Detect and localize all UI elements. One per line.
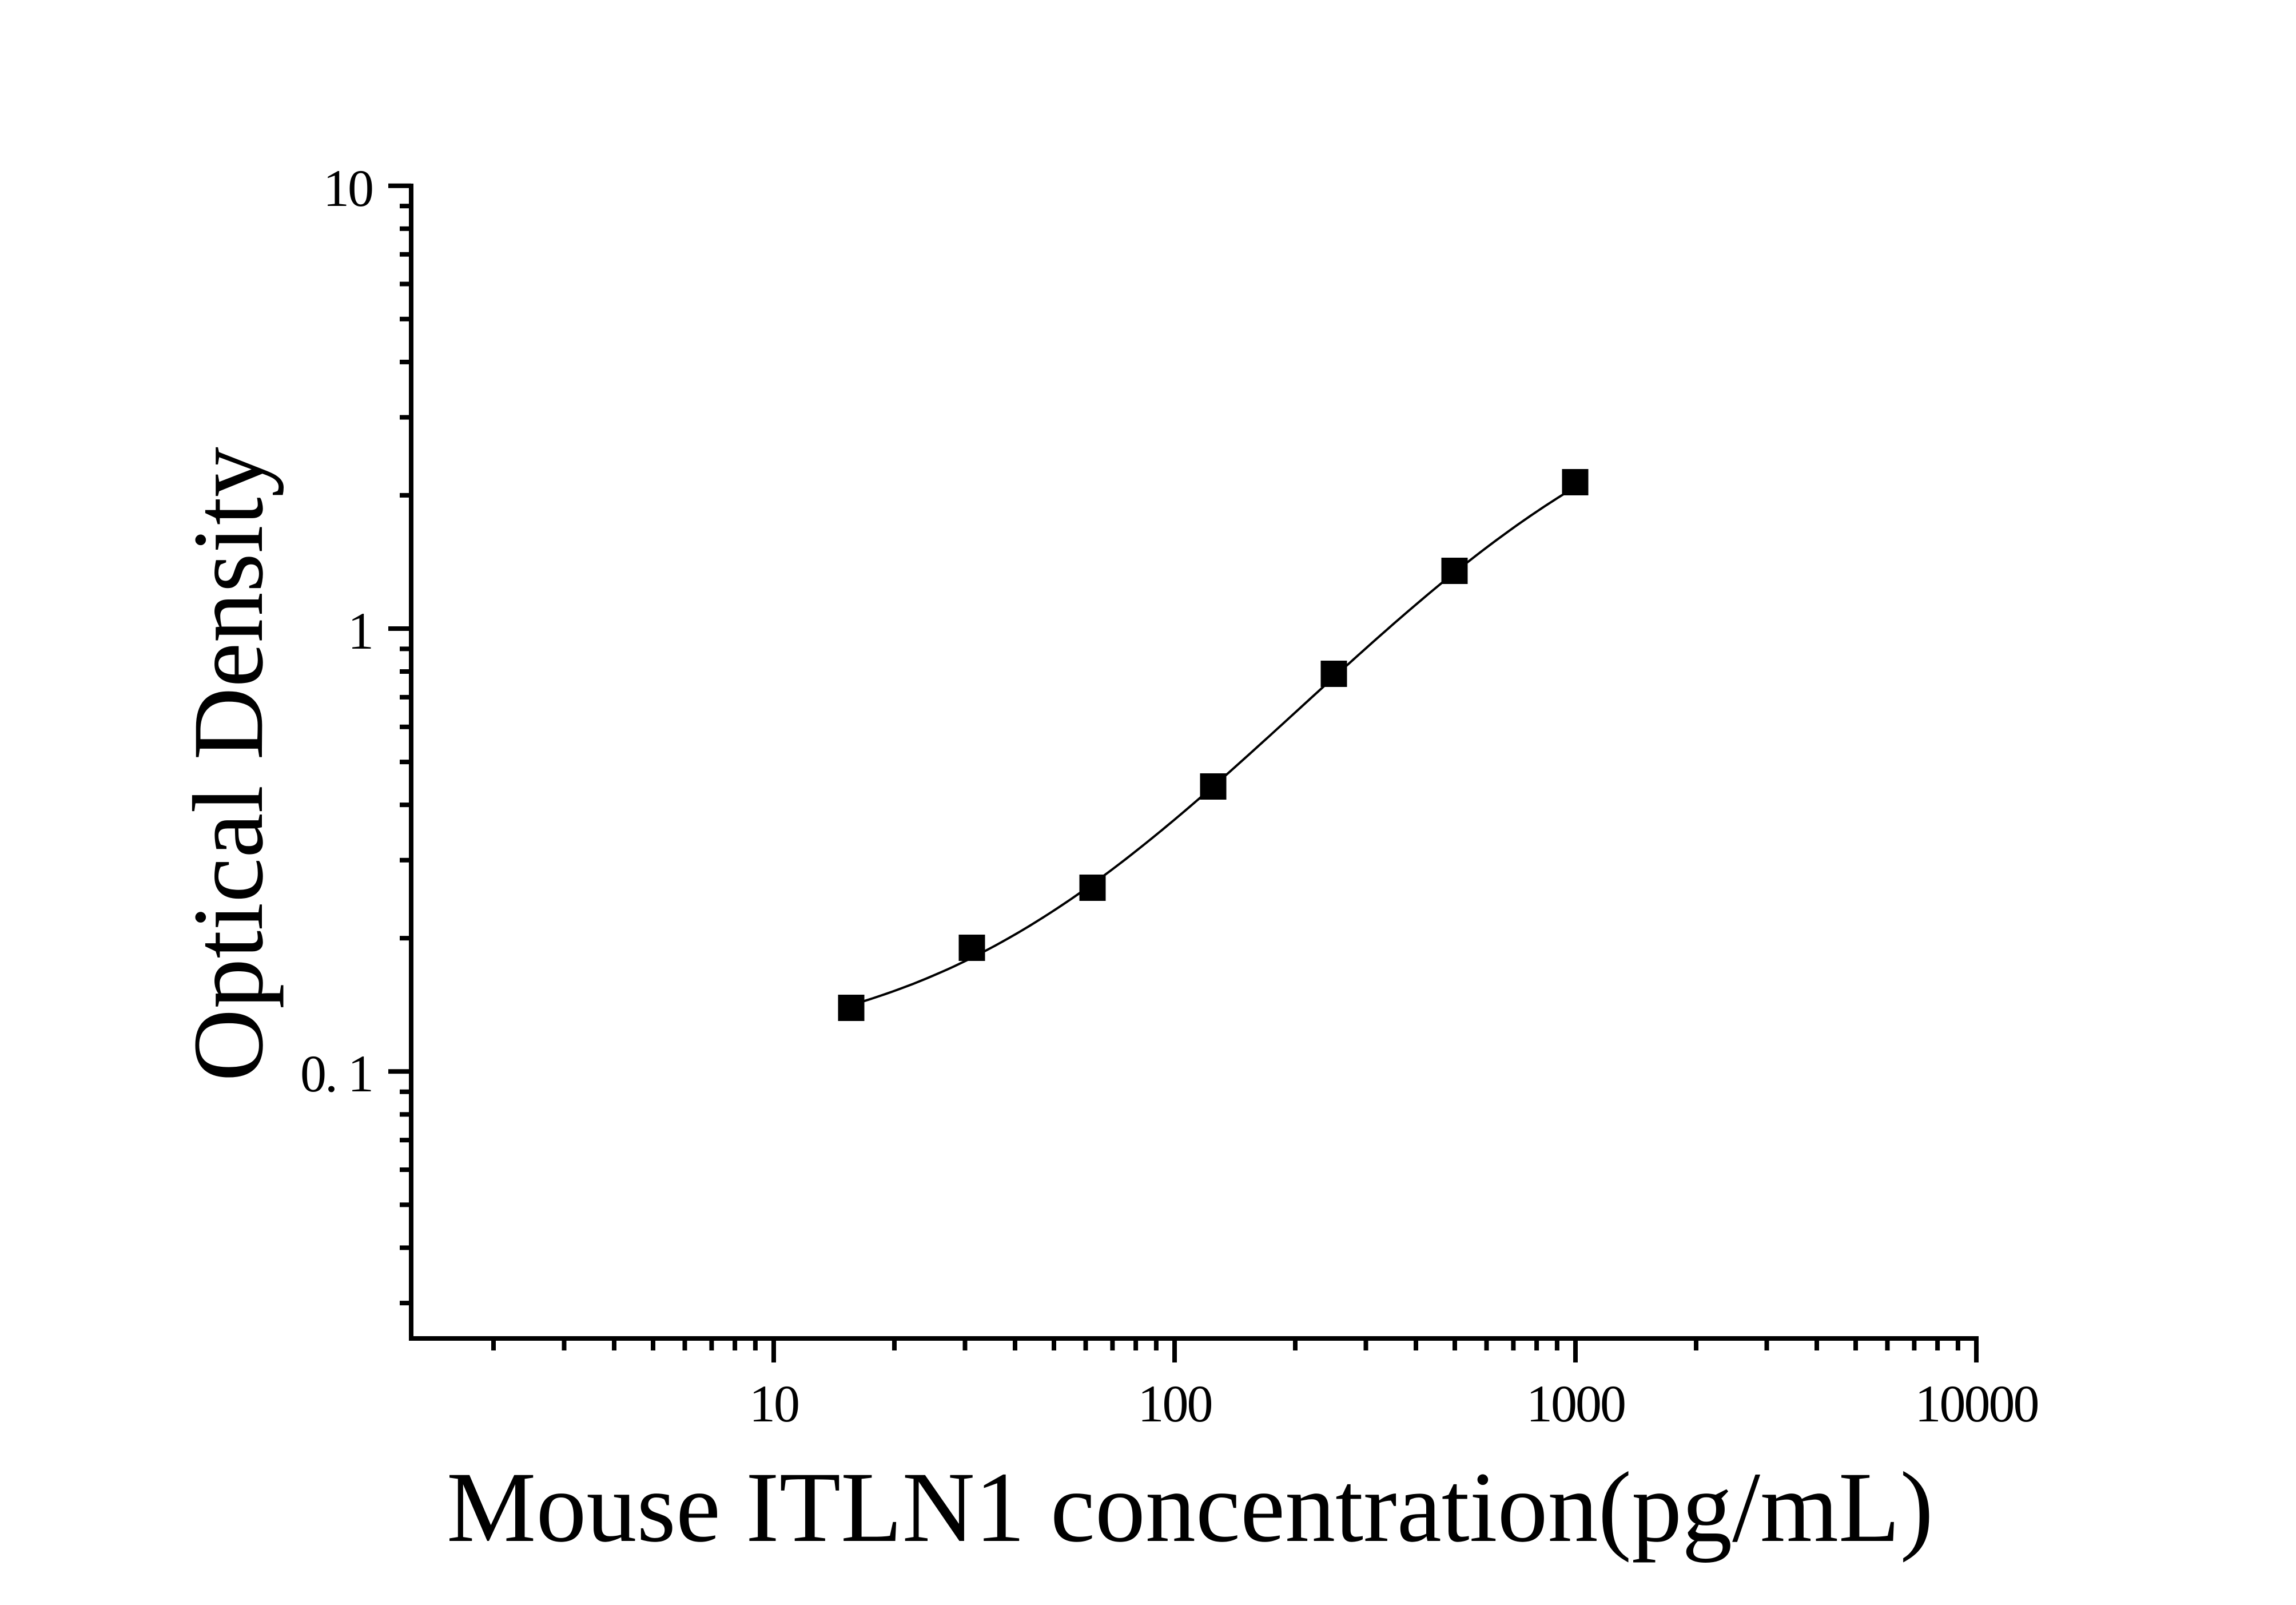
svg-text:Mouse ITLN1 concentration(pg/m: Mouse ITLN1 concentration(pg/mL) xyxy=(447,1452,1933,1563)
svg-text:1000: 1000 xyxy=(1526,1374,1625,1433)
svg-text:100: 100 xyxy=(1138,1374,1212,1433)
svg-text:Optical Density: Optical Density xyxy=(173,447,284,1082)
svg-text:1: 1 xyxy=(348,602,372,660)
svg-text:10: 10 xyxy=(323,159,372,217)
svg-text:0. 1: 0. 1 xyxy=(300,1044,372,1103)
svg-text:10: 10 xyxy=(749,1374,798,1433)
svg-text:10000: 10000 xyxy=(1915,1374,2038,1433)
